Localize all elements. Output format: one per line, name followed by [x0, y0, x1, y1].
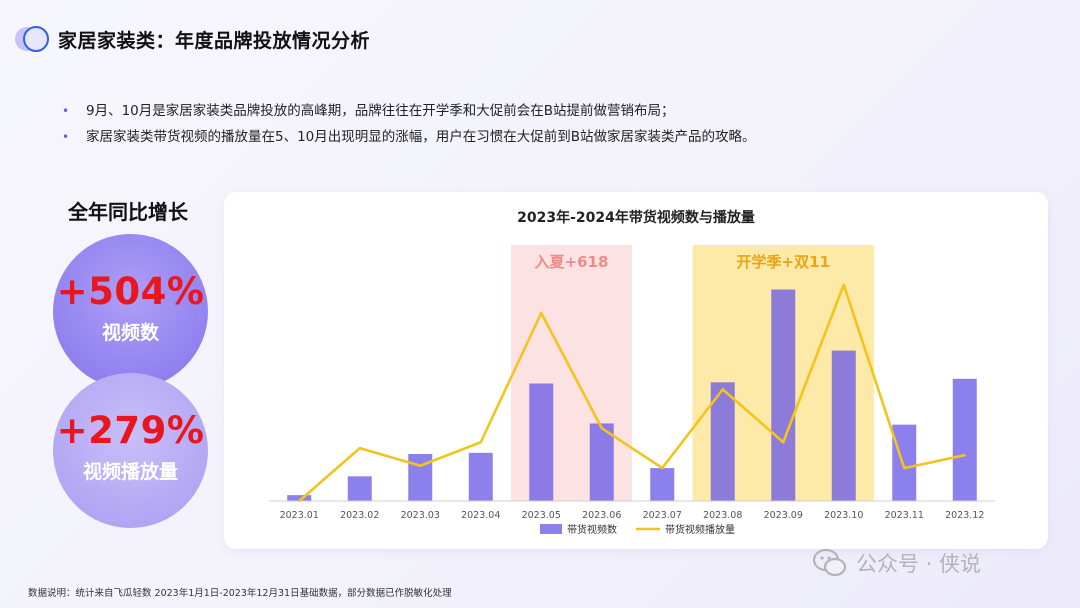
bar [831, 350, 856, 501]
x-tick-label: 2023.06 [582, 510, 621, 521]
x-tick-label: 2023.09 [764, 510, 803, 521]
growth-label: 视频数 [101, 322, 159, 344]
growth-circle-plays: +279% 视频播放量 [53, 373, 208, 528]
line-point [782, 441, 785, 444]
wechat-icon [812, 548, 847, 577]
series-line [298, 283, 966, 502]
line-point [600, 426, 603, 430]
x-tick-label: 2023.10 [824, 510, 863, 521]
highlight-label: 入夏+618 [535, 253, 609, 271]
bullet-item: 9月、10月是家居家装类品牌投放的高峰期，品牌往往在开学季和大促前会在B站提前做… [62, 98, 756, 124]
legend-label: 带货视频数 [567, 523, 617, 536]
line-point [842, 283, 845, 286]
growth-heading: 全年同比增长 [68, 200, 188, 224]
x-tick-label: 2023.04 [461, 510, 500, 521]
growth-label: 视频播放量 [82, 461, 178, 483]
line-point [661, 466, 664, 470]
bar [347, 476, 372, 501]
x-tick-label: 2023.07 [643, 510, 682, 521]
x-tick-label: 2023.05 [522, 510, 561, 521]
line-point [419, 464, 422, 467]
chart-title: 2023年-2024年带货视频数与播放量 [517, 209, 755, 226]
watermark: 公众号 · 侠说 [812, 548, 981, 578]
x-tick-label: 2023.08 [703, 510, 742, 521]
footnote: 数据说明：统计来自飞瓜轻数 2023年1月1日-2023年12月31日基础数据，… [28, 588, 452, 599]
bullet-item: 家居家装类带货视频的播放量在5、10月出现明显的涨幅，用户在习惯在大促前到B站做… [62, 124, 756, 150]
line-point [479, 441, 482, 444]
highlight-label: 开学季+双11 [737, 253, 830, 271]
bar [589, 423, 614, 501]
x-tick-label: 2023.03 [401, 510, 440, 521]
line-point [540, 311, 543, 315]
bar [287, 495, 312, 501]
line-point [963, 453, 966, 457]
chart-card: 2023年-2024年带货视频数与播放量入夏+618 开学季+双11 2023.01… [224, 192, 1048, 549]
legend-label: 带货视频播放量 [665, 523, 735, 536]
growth-circle-videos: +504% 视频数 [53, 234, 208, 389]
line-point [298, 499, 301, 503]
x-tick-label: 2023.01 [280, 510, 319, 521]
legend-swatch-bar [540, 524, 562, 534]
growth-value: +279% [56, 409, 205, 452]
bar [771, 289, 796, 501]
bar [892, 424, 917, 501]
x-tick-label: 2023.02 [340, 510, 379, 521]
bar [468, 452, 493, 501]
line-point [903, 466, 906, 470]
watermark-text: 公众号 · 侠说 [856, 552, 982, 576]
line-point [721, 388, 724, 391]
bullet-list: 9月、10月是家居家装类品牌投放的高峰期，品牌往往在开学季和大促前会在B站提前做… [62, 98, 756, 150]
bar [952, 378, 977, 501]
logo-icon [15, 26, 49, 52]
bar [650, 468, 675, 501]
line-point [358, 446, 361, 450]
x-tick-label: 2023.11 [885, 510, 924, 521]
page-title: 家居家装类：年度品牌投放情况分析 [58, 30, 371, 52]
growth-value: +504% [56, 270, 205, 313]
bar [529, 383, 554, 501]
x-tick-label: 2023.12 [945, 510, 984, 521]
bar [408, 454, 433, 501]
bar [710, 382, 735, 501]
